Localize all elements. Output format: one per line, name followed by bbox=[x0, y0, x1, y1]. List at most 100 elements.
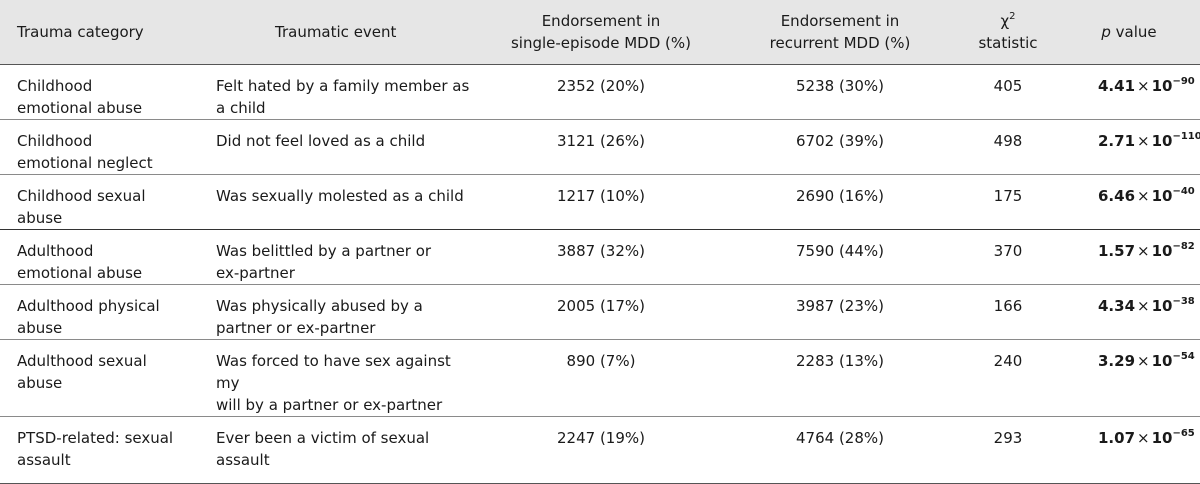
p-value-base: 6.46 bbox=[1098, 186, 1136, 205]
chi-square-cell: 175 bbox=[958, 174, 1058, 230]
category-line1: Childhood bbox=[17, 76, 93, 95]
p-value-times: × bbox=[1137, 131, 1150, 150]
p-value-times: × bbox=[1137, 351, 1150, 370]
event-line1: Did not feel loved as a child bbox=[216, 131, 426, 150]
p-value-ten: 10 bbox=[1151, 351, 1173, 370]
p-value-times: × bbox=[1137, 296, 1150, 315]
event-line1: Was sexually molested as a child bbox=[216, 186, 464, 205]
header-single-line2: single-episode MDD (%) bbox=[510, 33, 691, 52]
event-line2: ex-partner bbox=[216, 263, 295, 282]
category-line2: abuse bbox=[17, 318, 63, 337]
trauma-category-cell: Adulthood emotional abuse bbox=[0, 229, 200, 285]
category-line1: Adulthood physical bbox=[17, 296, 160, 315]
p-value-ten: 10 bbox=[1151, 241, 1173, 260]
p-value-base: 1.57 bbox=[1098, 241, 1136, 260]
trauma-category-cell: Adulthood physical abuse bbox=[0, 284, 200, 340]
single-episode-cell: 2352 (20%) bbox=[480, 64, 722, 120]
category-line2: abuse bbox=[17, 373, 63, 392]
header-traumatic-event: Traumatic event bbox=[200, 0, 480, 65]
header-trauma-category: Trauma category bbox=[0, 0, 200, 65]
table-row: Adulthood sexual abuse Was forced to have … bbox=[0, 339, 1200, 417]
chi-square-cell: 166 bbox=[958, 284, 1058, 340]
recurrent-cell: 6702 (39%) bbox=[722, 119, 958, 175]
chi-square-cell: 240 bbox=[958, 339, 1058, 417]
p-value-base: 4.41 bbox=[1098, 76, 1136, 95]
category-line1: PTSD-related: sexual bbox=[17, 428, 174, 447]
traumatic-event-cell: Was belittled by a partner or ex-partner bbox=[200, 229, 480, 285]
chi-square-cell: 498 bbox=[958, 119, 1058, 175]
trauma-category-cell: PTSD-related: sexual assault bbox=[0, 416, 200, 484]
table-row: Childhood emotional abuse Felt hated by a … bbox=[0, 64, 1200, 120]
p-value-times: × bbox=[1137, 428, 1150, 447]
category-line1: Childhood bbox=[17, 131, 93, 150]
chi-square-cell: 405 bbox=[958, 64, 1058, 120]
header-single-line1: Endorsement in bbox=[541, 11, 661, 30]
header-recurrent: Endorsement in recurrent MDD (%) bbox=[722, 0, 958, 65]
table-header: Trauma category Traumatic event Endorsem… bbox=[0, 0, 1200, 65]
recurrent-cell: 5238 (30%) bbox=[722, 64, 958, 120]
p-value-base: 3.29 bbox=[1098, 351, 1136, 370]
header-chi-line1: χ2 bbox=[966, 10, 1050, 32]
single-episode-cell: 2247 (19%) bbox=[480, 416, 722, 484]
single-episode-cell: 3887 (32%) bbox=[480, 229, 722, 285]
traumatic-event-cell: Was forced to have sex against my will by… bbox=[200, 339, 480, 417]
header-recurrent-line2: recurrent MDD (%) bbox=[769, 33, 911, 52]
table-row: Childhood sexual abuse Was sexually molest… bbox=[0, 174, 1200, 230]
trauma-category-cell: Childhood sexual abuse bbox=[0, 174, 200, 230]
p-value-exponent: −90 bbox=[1172, 75, 1195, 87]
category-line2: abuse bbox=[17, 208, 63, 227]
p-value-exponent: −40 bbox=[1172, 185, 1195, 197]
trauma-category-cell: Childhood emotional abuse bbox=[0, 64, 200, 120]
category-line1: Adulthood bbox=[17, 241, 94, 260]
p-value-times: × bbox=[1137, 76, 1150, 95]
p-italic: p bbox=[1101, 22, 1111, 41]
event-line2: assault bbox=[216, 450, 270, 469]
p-value-ten: 10 bbox=[1151, 296, 1173, 315]
event-line2: will by a partner or ex-partner bbox=[216, 395, 443, 414]
p-value-ten: 10 bbox=[1151, 186, 1173, 205]
category-line2: emotional abuse bbox=[17, 263, 143, 282]
event-line1: Ever been a victim of sexual bbox=[216, 428, 430, 447]
header-chi-line2: statistic bbox=[978, 33, 1038, 52]
chi-symbol: χ bbox=[1000, 11, 1010, 30]
header-p-value: p value bbox=[1058, 0, 1200, 65]
single-episode-cell: 1217 (10%) bbox=[480, 174, 722, 230]
p-value-exponent: −110 bbox=[1172, 130, 1200, 142]
event-line1: Was belittled by a partner or bbox=[216, 241, 432, 260]
header-chi-square: χ2 statistic bbox=[958, 0, 1058, 65]
header-recurrent-line1: Endorsement in bbox=[780, 11, 900, 30]
p-value-cell: 6.46 × 10−40 bbox=[1058, 174, 1200, 230]
trauma-category-cell: Childhood emotional neglect bbox=[0, 119, 200, 175]
header-single-episode: Endorsement in single-episode MDD (%) bbox=[480, 0, 722, 65]
category-line1: Adulthood sexual bbox=[17, 351, 147, 370]
event-line2: a child bbox=[216, 98, 266, 117]
p-value-base: 1.07 bbox=[1098, 428, 1136, 447]
p-value-exponent: −54 bbox=[1172, 350, 1195, 362]
single-episode-cell: 3121 (26%) bbox=[480, 119, 722, 175]
p-value-ten: 10 bbox=[1151, 76, 1173, 95]
recurrent-cell: 3987 (23%) bbox=[722, 284, 958, 340]
p-value-base: 4.34 bbox=[1098, 296, 1136, 315]
p-value-base: 2.71 bbox=[1098, 131, 1136, 150]
category-line2: emotional abuse bbox=[17, 98, 143, 117]
single-episode-cell: 2005 (17%) bbox=[480, 284, 722, 340]
p-value-exponent: −82 bbox=[1172, 240, 1195, 252]
event-line2: partner or ex-partner bbox=[216, 318, 376, 337]
traumatic-event-cell: Felt hated by a family member as a child bbox=[200, 64, 480, 120]
traumatic-event-cell: Ever been a victim of sexual assault bbox=[200, 416, 480, 484]
table-row: Childhood emotional neglect Did not feel l… bbox=[0, 119, 1200, 175]
p-value-cell: 3.29 × 10−54 bbox=[1058, 339, 1200, 417]
traumatic-event-cell: Was physically abused by a partner or ex-… bbox=[200, 284, 480, 340]
event-line1: Was forced to have sex against my bbox=[216, 351, 451, 392]
recurrent-cell: 2283 (13%) bbox=[722, 339, 958, 417]
table-row: Adulthood emotional abuse Was belittled by… bbox=[0, 229, 1200, 285]
p-value-cell: 4.41 × 10−90 bbox=[1058, 64, 1200, 120]
p-value-ten: 10 bbox=[1151, 131, 1173, 150]
single-episode-cell: 890 (7%) bbox=[480, 339, 722, 417]
recurrent-cell: 4764 (28%) bbox=[722, 416, 958, 484]
traumatic-event-cell: Was sexually molested as a child bbox=[200, 174, 480, 230]
traumatic-event-cell: Did not feel loved as a child bbox=[200, 119, 480, 175]
category-line2: assault bbox=[17, 450, 71, 469]
category-line2: emotional neglect bbox=[17, 153, 153, 172]
